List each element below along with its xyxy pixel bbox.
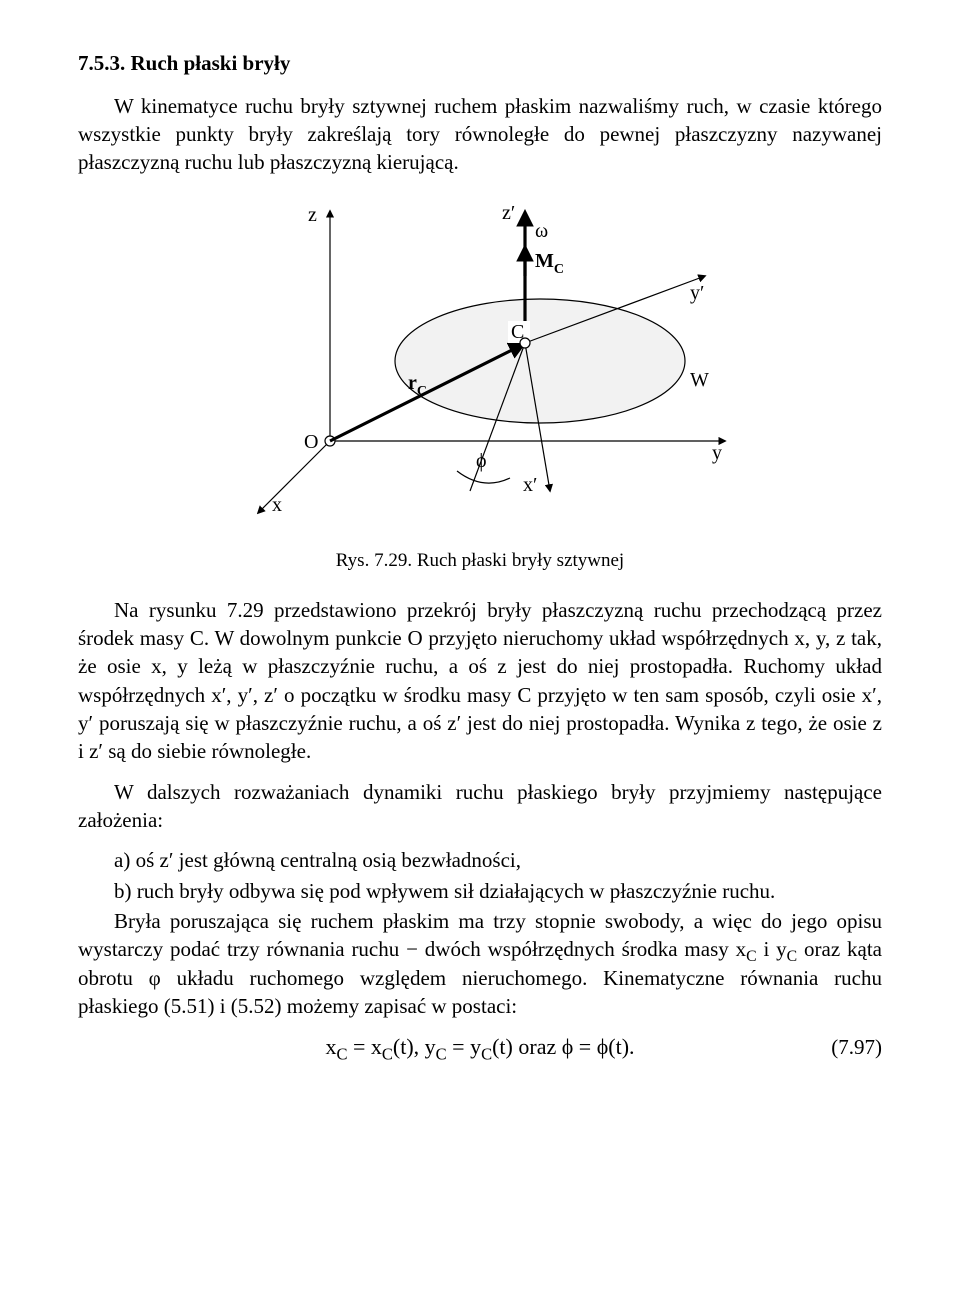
label-W: W: [690, 369, 709, 391]
eq-e4: = y: [447, 1034, 481, 1059]
eq-sub2: C: [382, 1045, 393, 1064]
section-title: Ruch płaski bryły: [131, 51, 291, 75]
i-word: i: [757, 937, 777, 961]
label-O: O: [304, 431, 318, 453]
label-C: C: [511, 321, 524, 343]
label-x-prime: x′: [523, 474, 537, 496]
xc: x: [736, 937, 747, 961]
p2b: o początku w środku masy C przyjęto w te…: [278, 683, 862, 707]
eq-e3: (t), y: [393, 1034, 436, 1059]
xc-sub: C: [746, 948, 757, 965]
eq-e2: = x: [347, 1034, 381, 1059]
eq-sub3: C: [436, 1045, 447, 1064]
li-a-post: jest główną centralną osią bezwładności,: [173, 848, 521, 872]
label-x: x: [272, 494, 282, 516]
label-phi: ϕ: [476, 450, 487, 472]
section-heading: 7.5.3. Ruch płaski bryły: [78, 48, 882, 80]
figure-caption: Rys. 7.29. Ruch płaski bryły sztywnej: [78, 548, 882, 574]
label-y: y: [712, 442, 722, 464]
label-z: z: [308, 204, 317, 226]
section-number: 7.5.3.: [78, 51, 125, 75]
equation-number: (7.97): [831, 1033, 882, 1061]
eq-e5: (t) oraz ϕ = ϕ(t).: [492, 1034, 634, 1059]
page: 7.5.3. Ruch płaski bryły W kinematyce ru…: [0, 0, 960, 1311]
li-a-pre: a) oś: [114, 848, 160, 872]
list-item-b: b) ruch bryły odbywa się pod wpływem sił…: [78, 877, 882, 905]
yc-sub: C: [787, 948, 798, 965]
p2c: poruszają się w płaszczyźnie ruchu, a oś: [93, 711, 447, 735]
arc-phi: [457, 471, 510, 483]
label-mc: MC: [535, 250, 564, 277]
equation: xC = xC(t), yC = yC(t) oraz ϕ = ϕ(t).: [325, 1032, 634, 1062]
xyz-prime: x′, y′, z′: [211, 683, 278, 707]
axis-x: [258, 441, 330, 513]
paragraph-2: Na rysunku 7.29 przedstawiono przekrój b…: [78, 596, 882, 766]
eq-sub4: C: [481, 1045, 492, 1064]
eq-sub1: C: [336, 1045, 347, 1064]
figure: z z′ ω MC y′ C rC W O ϕ x′ y x: [78, 191, 882, 538]
z-prime-1: z′: [447, 711, 461, 735]
li-a-z: z′: [160, 848, 174, 872]
paragraph-3: W dalszych rozważaniach dynamiki ruchu p…: [78, 778, 882, 835]
label-y-prime: y′: [690, 282, 704, 304]
yc: y: [776, 937, 787, 961]
label-z-prime: z′: [502, 202, 515, 224]
body-ellipse: [395, 299, 685, 423]
eq-e1: x: [325, 1034, 336, 1059]
equation-row: xC = xC(t), yC = yC(t) oraz ϕ = ϕ(t). (7…: [78, 1032, 882, 1062]
label-omega: ω: [535, 220, 548, 242]
list-item-a: a) oś z′ jest główną centralną osią bezw…: [78, 846, 882, 874]
p2e: są do siebie równoległe.: [103, 739, 311, 763]
paragraph-4: Bryła poruszająca się ruchem płaskim ma …: [78, 907, 882, 1020]
paragraph-intro: W kinematyce ruchu bryły sztywnej ruchem…: [78, 92, 882, 177]
p2d: jest do niej prostopadła. Wynika z tego,…: [461, 711, 873, 735]
figure-svg: z z′ ω MC y′ C rC W O ϕ x′ y x: [220, 191, 740, 531]
